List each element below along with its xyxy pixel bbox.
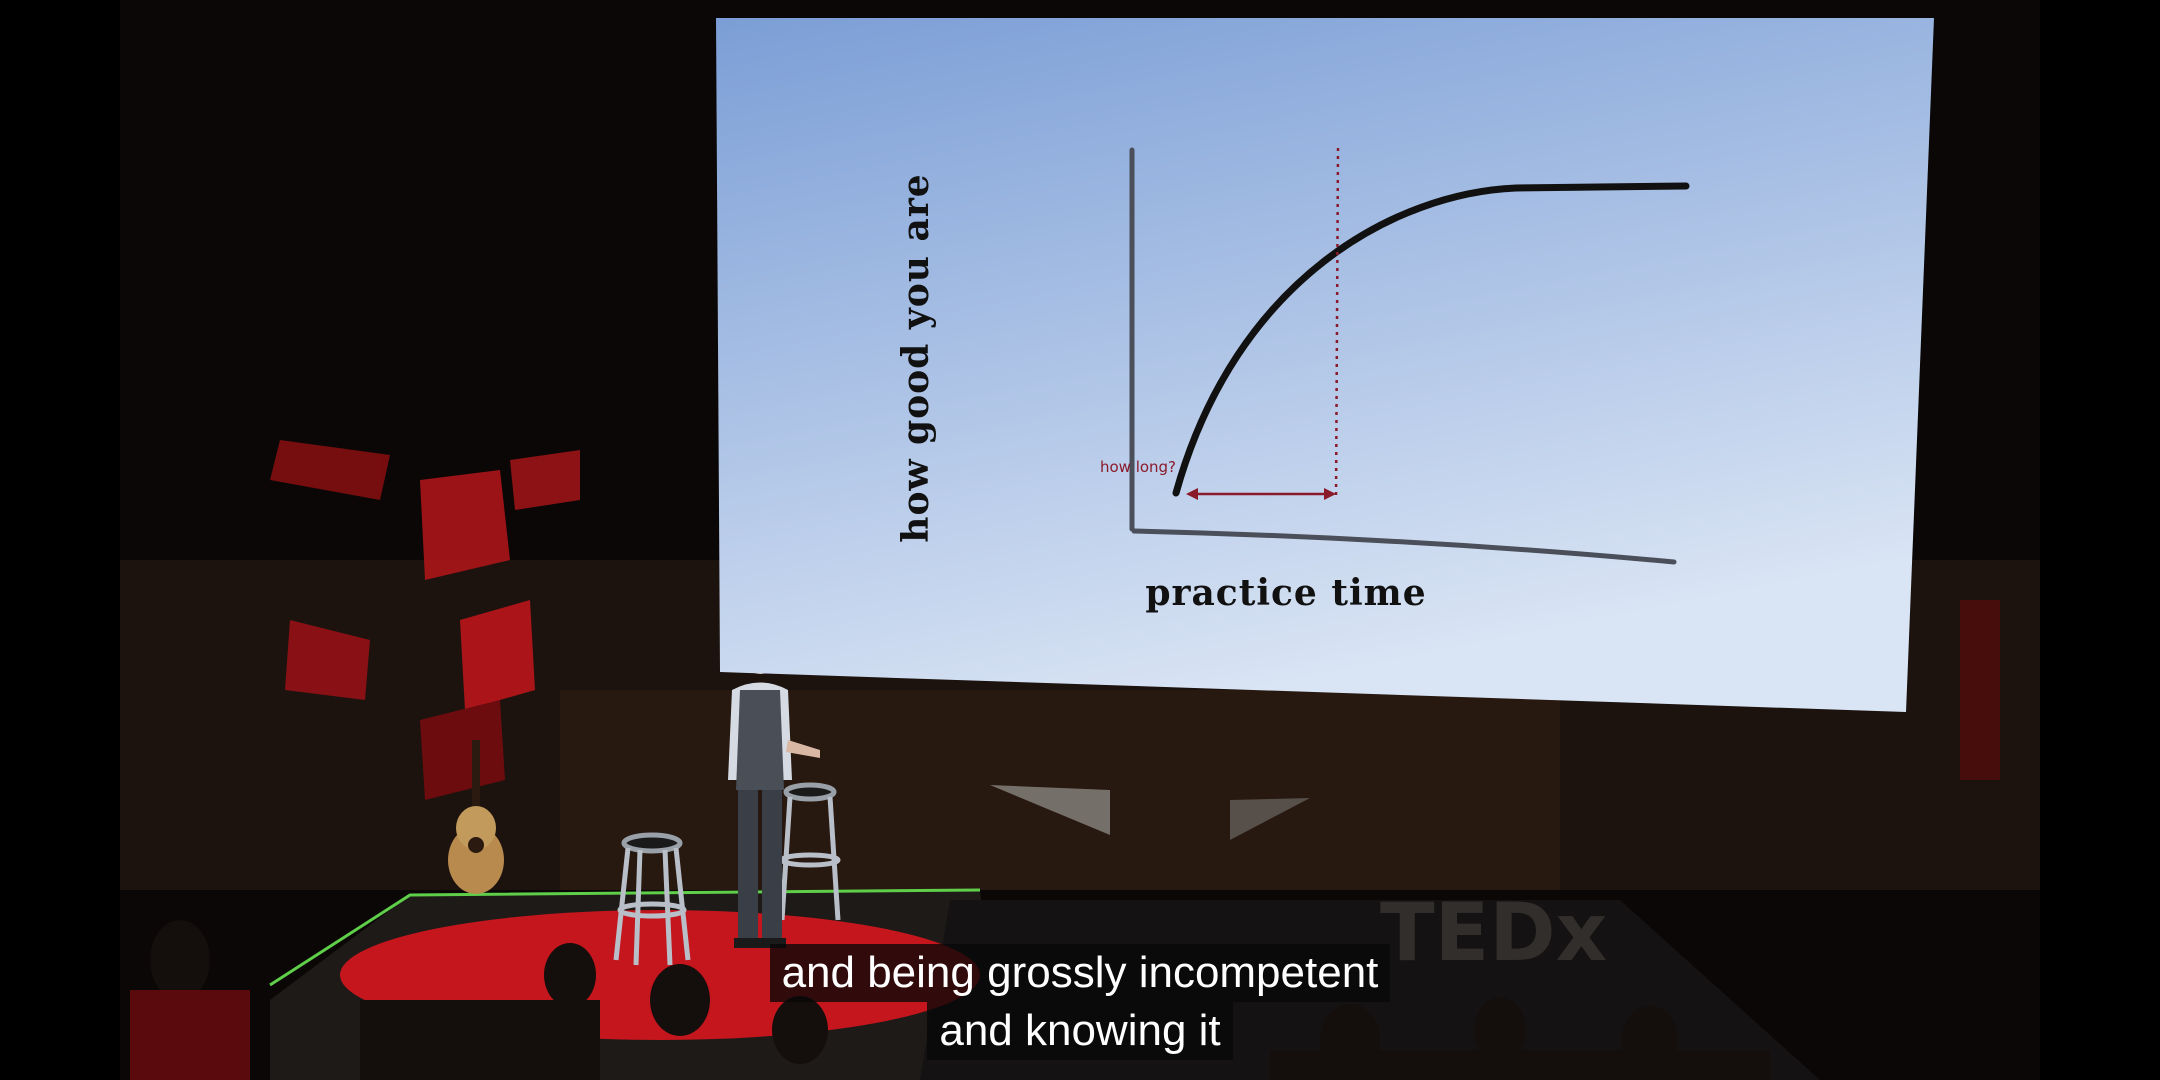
dotted-marker: [1334, 147, 1340, 501]
speaker: [728, 642, 820, 948]
how-long-annotation: how long?: [1099, 458, 1177, 476]
learning-curve: [1172, 182, 1690, 497]
guitar: [448, 740, 504, 894]
y-axis-label: how good you are: [895, 173, 937, 543]
x-axis-line: [1131, 528, 1677, 565]
video-frame: TEDx: [120, 0, 2040, 1080]
audience: [130, 920, 1770, 1080]
caption-line-2: and knowing it: [927, 1002, 1233, 1060]
stool-left: [613, 832, 691, 966]
caption-overlay: and being grossly incompetent and knowin…: [0, 944, 2160, 1060]
red-light-panels: [270, 440, 580, 800]
stool-right: [779, 782, 841, 921]
tedx-floor-text: TEDx: [1380, 886, 1607, 979]
x-axis-label: practice time: [1145, 572, 1427, 614]
caption-line-1: and being grossly incompetent: [769, 944, 1391, 1002]
projection-slide: how good you are practice time how long?: [716, 18, 1934, 712]
slide-graph: [716, 18, 1934, 712]
how-long-arrow: [1186, 488, 1336, 500]
